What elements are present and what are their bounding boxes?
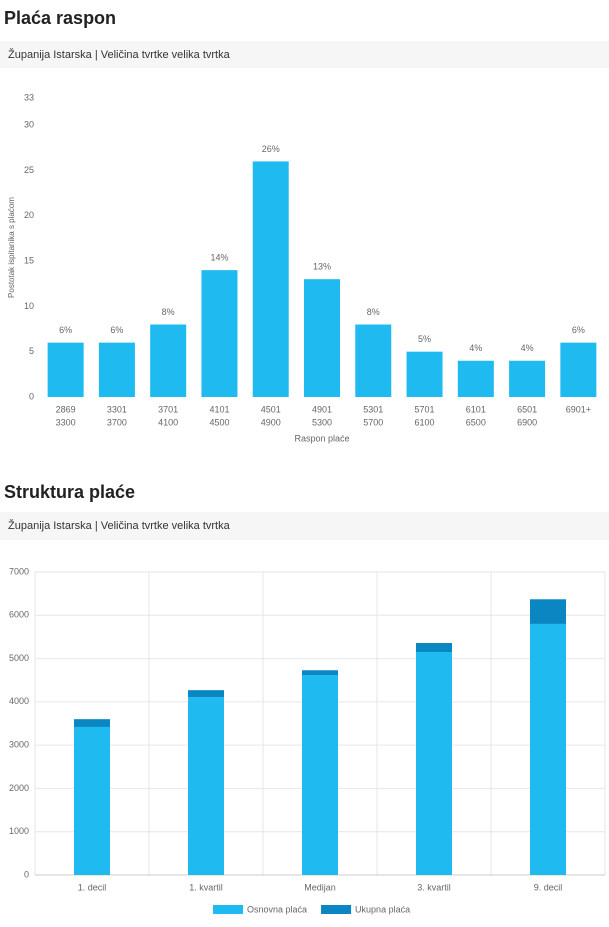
y-tick-label: 3000 [9,740,29,750]
y-tick-label: 10 [24,301,34,311]
x-tick-label: 3700 [107,417,127,427]
bar [560,342,597,397]
value-label: 8% [162,307,175,317]
bar [201,270,238,397]
bar-segment [74,726,110,875]
x-tick-label: 5300 [312,417,332,427]
y-tick-label: 1000 [9,826,29,836]
bar [150,324,187,397]
value-label: 4% [521,343,534,353]
x-tick-label: 3300 [56,417,76,427]
x-tick-label: 4900 [261,417,281,427]
y-tick-label: 25 [24,165,34,175]
bar-segment [302,675,338,875]
section-subtitle: Županija Istarska | Veličina tvrtke veli… [8,519,231,532]
value-label: 8% [367,307,380,317]
bar [98,342,135,397]
value-label: 13% [313,262,331,272]
y-tick-label: 30 [24,120,34,130]
legend-swatch [213,905,243,914]
x-tick-label: 6100 [415,417,435,427]
bar [457,360,494,397]
legend-label: Osnovna plaća [247,904,307,914]
y-tick-label: 5 [29,346,34,356]
x-tick-label: 1. kvartil [189,882,223,892]
subtitle-band [0,41,609,68]
bar-segment [416,642,452,653]
x-tick-label: 6501 [517,404,537,414]
x-tick-label: 5700 [363,417,383,427]
bar-segment [188,690,224,698]
bar [252,161,289,397]
y-tick-label: 0 [29,391,34,401]
x-tick-label: 5701 [415,404,435,414]
x-tick-label: 3701 [158,404,178,414]
value-label: 26% [262,144,280,154]
x-tick-label: 3. kvartil [417,882,451,892]
x-axis-label: Raspon plaće [294,433,349,443]
y-tick-label: 7000 [9,566,29,576]
bar-segment [416,652,452,875]
x-tick-label: Medijan [304,882,336,892]
value-label: 4% [469,343,482,353]
bar [304,279,340,397]
y-tick-label: 6000 [9,610,29,620]
x-tick-label: 4500 [209,417,229,427]
bar-segment [188,697,224,875]
value-label: 6% [110,325,123,335]
x-tick-label: 6900 [517,417,537,427]
bar-segment [530,599,566,624]
y-tick-label: 15 [24,255,34,265]
bar [47,342,84,397]
y-axis-label: Postotak ispitanika s plaćom [7,197,16,298]
section-subtitle: Županija Istarska | Veličina tvrtke veli… [8,48,231,61]
value-label: 5% [418,334,431,344]
value-label: 14% [210,253,228,263]
bar [355,324,392,397]
y-tick-label: 5000 [9,653,29,663]
y-tick-label: 0 [24,869,29,879]
subtitle-band [0,512,609,540]
legend-swatch [321,905,352,914]
x-tick-label: 4101 [209,404,229,414]
x-tick-label: 5301 [363,404,383,414]
x-tick-label: 6500 [466,417,486,427]
x-tick-label: 4901 [312,404,332,414]
x-tick-label: 3301 [107,404,127,414]
x-tick-label: 6901+ [566,404,591,414]
legend-label: Ukupna plaća [355,904,410,914]
value-label: 6% [59,325,72,335]
bar-segment [302,670,338,676]
section-title: Struktura plaće [4,482,135,502]
section-title: Plaća raspon [4,8,116,28]
value-label: 6% [572,325,585,335]
x-tick-label: 6101 [466,404,486,414]
y-tick-label: 2000 [9,783,29,793]
x-tick-label: 1. decil [78,882,107,892]
y-tick-label: 20 [24,210,34,220]
x-tick-label: 4100 [158,417,178,427]
y-tick-label: 4000 [9,696,29,706]
x-tick-label: 9. decil [534,882,563,892]
y-tick-label: 33 [24,92,34,102]
bar [406,351,443,397]
x-tick-label: 4501 [261,404,281,414]
x-tick-label: 2869 [56,404,76,414]
bar [509,360,546,397]
bar-segment [530,623,566,875]
bar-segment [74,719,110,727]
